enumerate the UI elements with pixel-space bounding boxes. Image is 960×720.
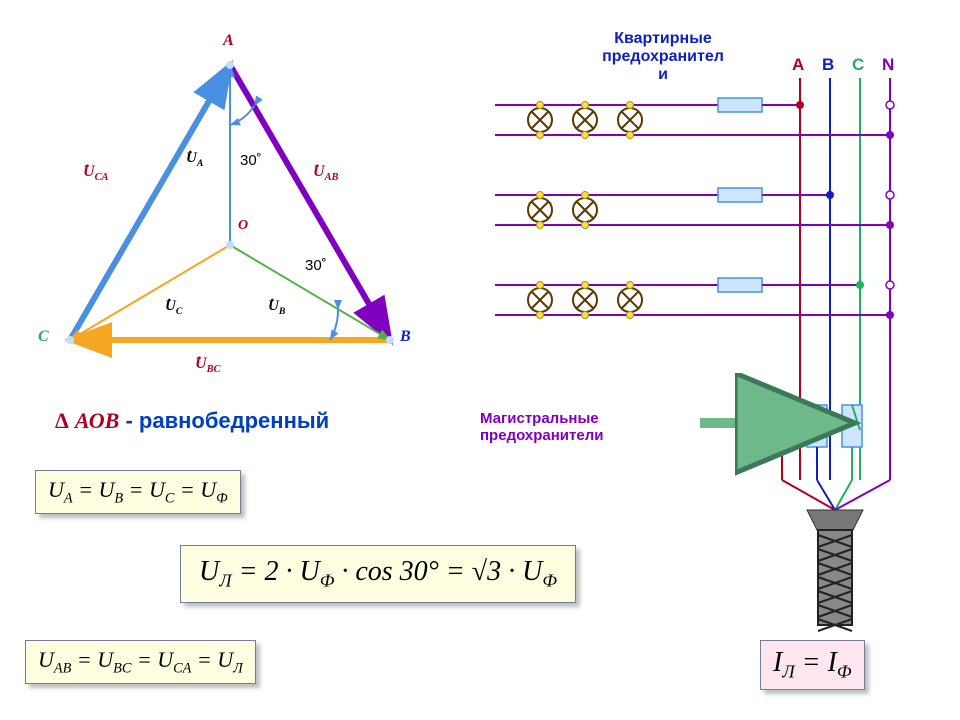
u-c-label: UC . [165,298,182,317]
u-b-label: UB . [268,298,285,317]
wiring-scheme [480,50,960,670]
phase-b-col-label: B [822,55,834,75]
vertex-b-label: B [400,328,411,346]
u-a-label: UA . [186,150,203,169]
vertex-a-label: A [223,32,234,50]
triangle-statement: Δ АОВ - равнобедренный [55,408,329,434]
u-ab-label: UAB . [313,163,338,183]
vertex-c-label: C [38,328,49,346]
u-ca-label: UCA . [83,163,108,183]
angle-bottom-label: 30˚ [305,257,327,274]
formula-phase-equal: UA = UB = UC = UФ [35,470,241,514]
phase-a-col-label: A [792,55,804,75]
u-bc-label: UBC . [195,355,220,375]
angle-top-label: 30˚ [240,152,262,169]
phasor-triangle [0,0,480,420]
vertex-o-label: O [238,218,248,234]
formula-line-equal: UAB = UBC = UCA = UЛ [25,640,256,684]
phase-n-col-label: N [882,55,894,75]
phase-c-col-label: C [852,55,864,75]
